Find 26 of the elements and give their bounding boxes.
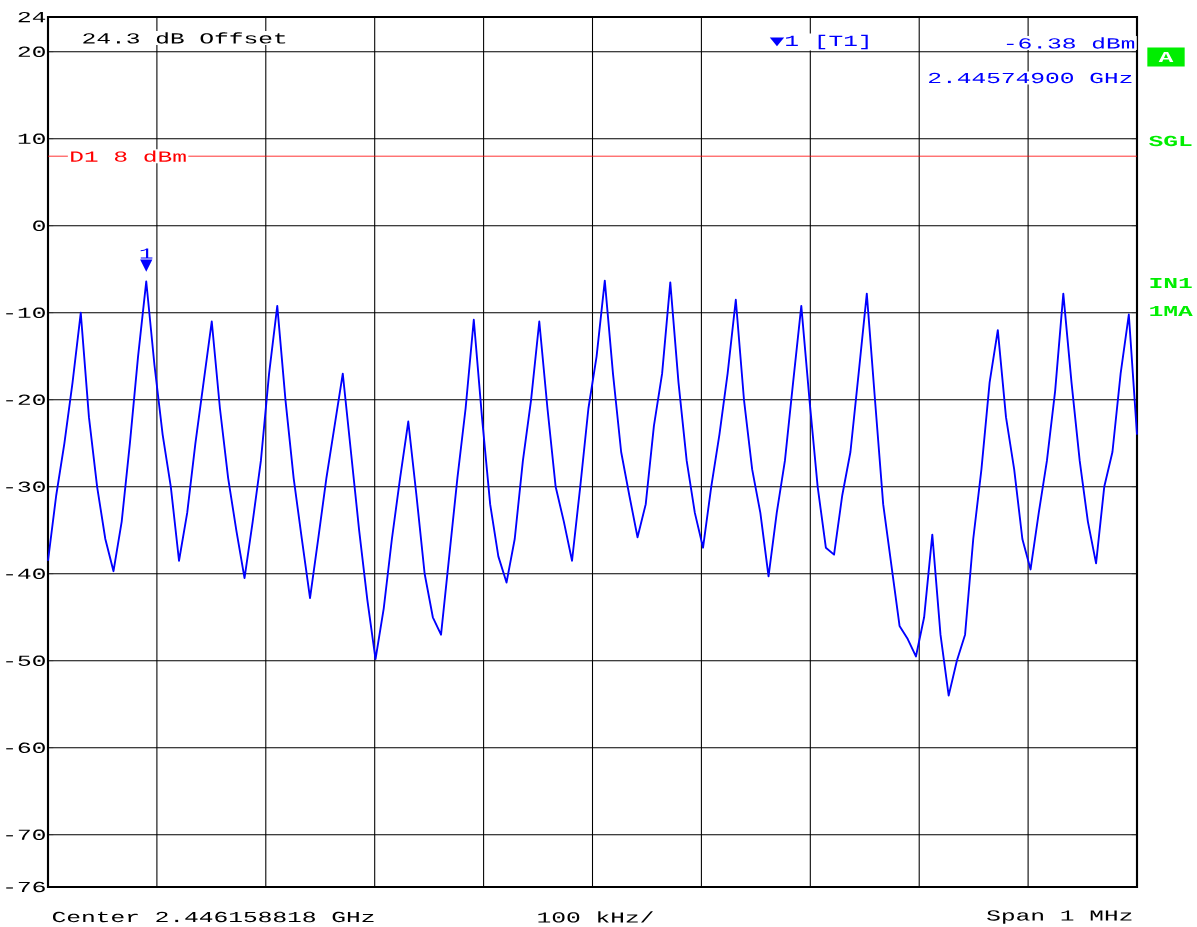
y-tick-label: -30: [6, 481, 45, 492]
y-tick-label: -10: [6, 307, 45, 318]
y-tick-label: 24: [18, 11, 46, 23]
y-tick-label: -76: [6, 881, 45, 893]
annotation: ▼1 [T1]: [769, 34, 868, 50]
text: Center 2.446158818 GHz: [52, 911, 374, 923]
text: 100 kHz/: [538, 911, 653, 923]
annotation: ▼: [140, 259, 153, 272]
y-tick-label: -70: [6, 829, 45, 840]
y-tick-label: -20: [6, 394, 45, 405]
text: 1MA: [1150, 305, 1193, 317]
y-tick-label: -40: [6, 568, 45, 579]
text: Span 1 MHz: [987, 910, 1132, 924]
annotation: 1: [140, 248, 153, 259]
y-tick-label: -50: [6, 655, 45, 666]
y-tick-label: 10: [18, 133, 45, 144]
y-tick-label: -60: [6, 742, 45, 753]
text: IN1: [1150, 277, 1192, 289]
text: A: [1158, 51, 1174, 63]
y-tick-label: 20: [18, 46, 45, 57]
annotation: 2.44574900 GHz: [929, 72, 1132, 84]
y-tick-label: 0: [33, 220, 45, 231]
text: SGL: [1149, 135, 1192, 147]
annotation: 24.3 dB Offset: [83, 32, 286, 44]
ref-line-label: D1 8 dBm: [71, 150, 186, 162]
annotation: -6.38 dBm: [1006, 37, 1135, 49]
